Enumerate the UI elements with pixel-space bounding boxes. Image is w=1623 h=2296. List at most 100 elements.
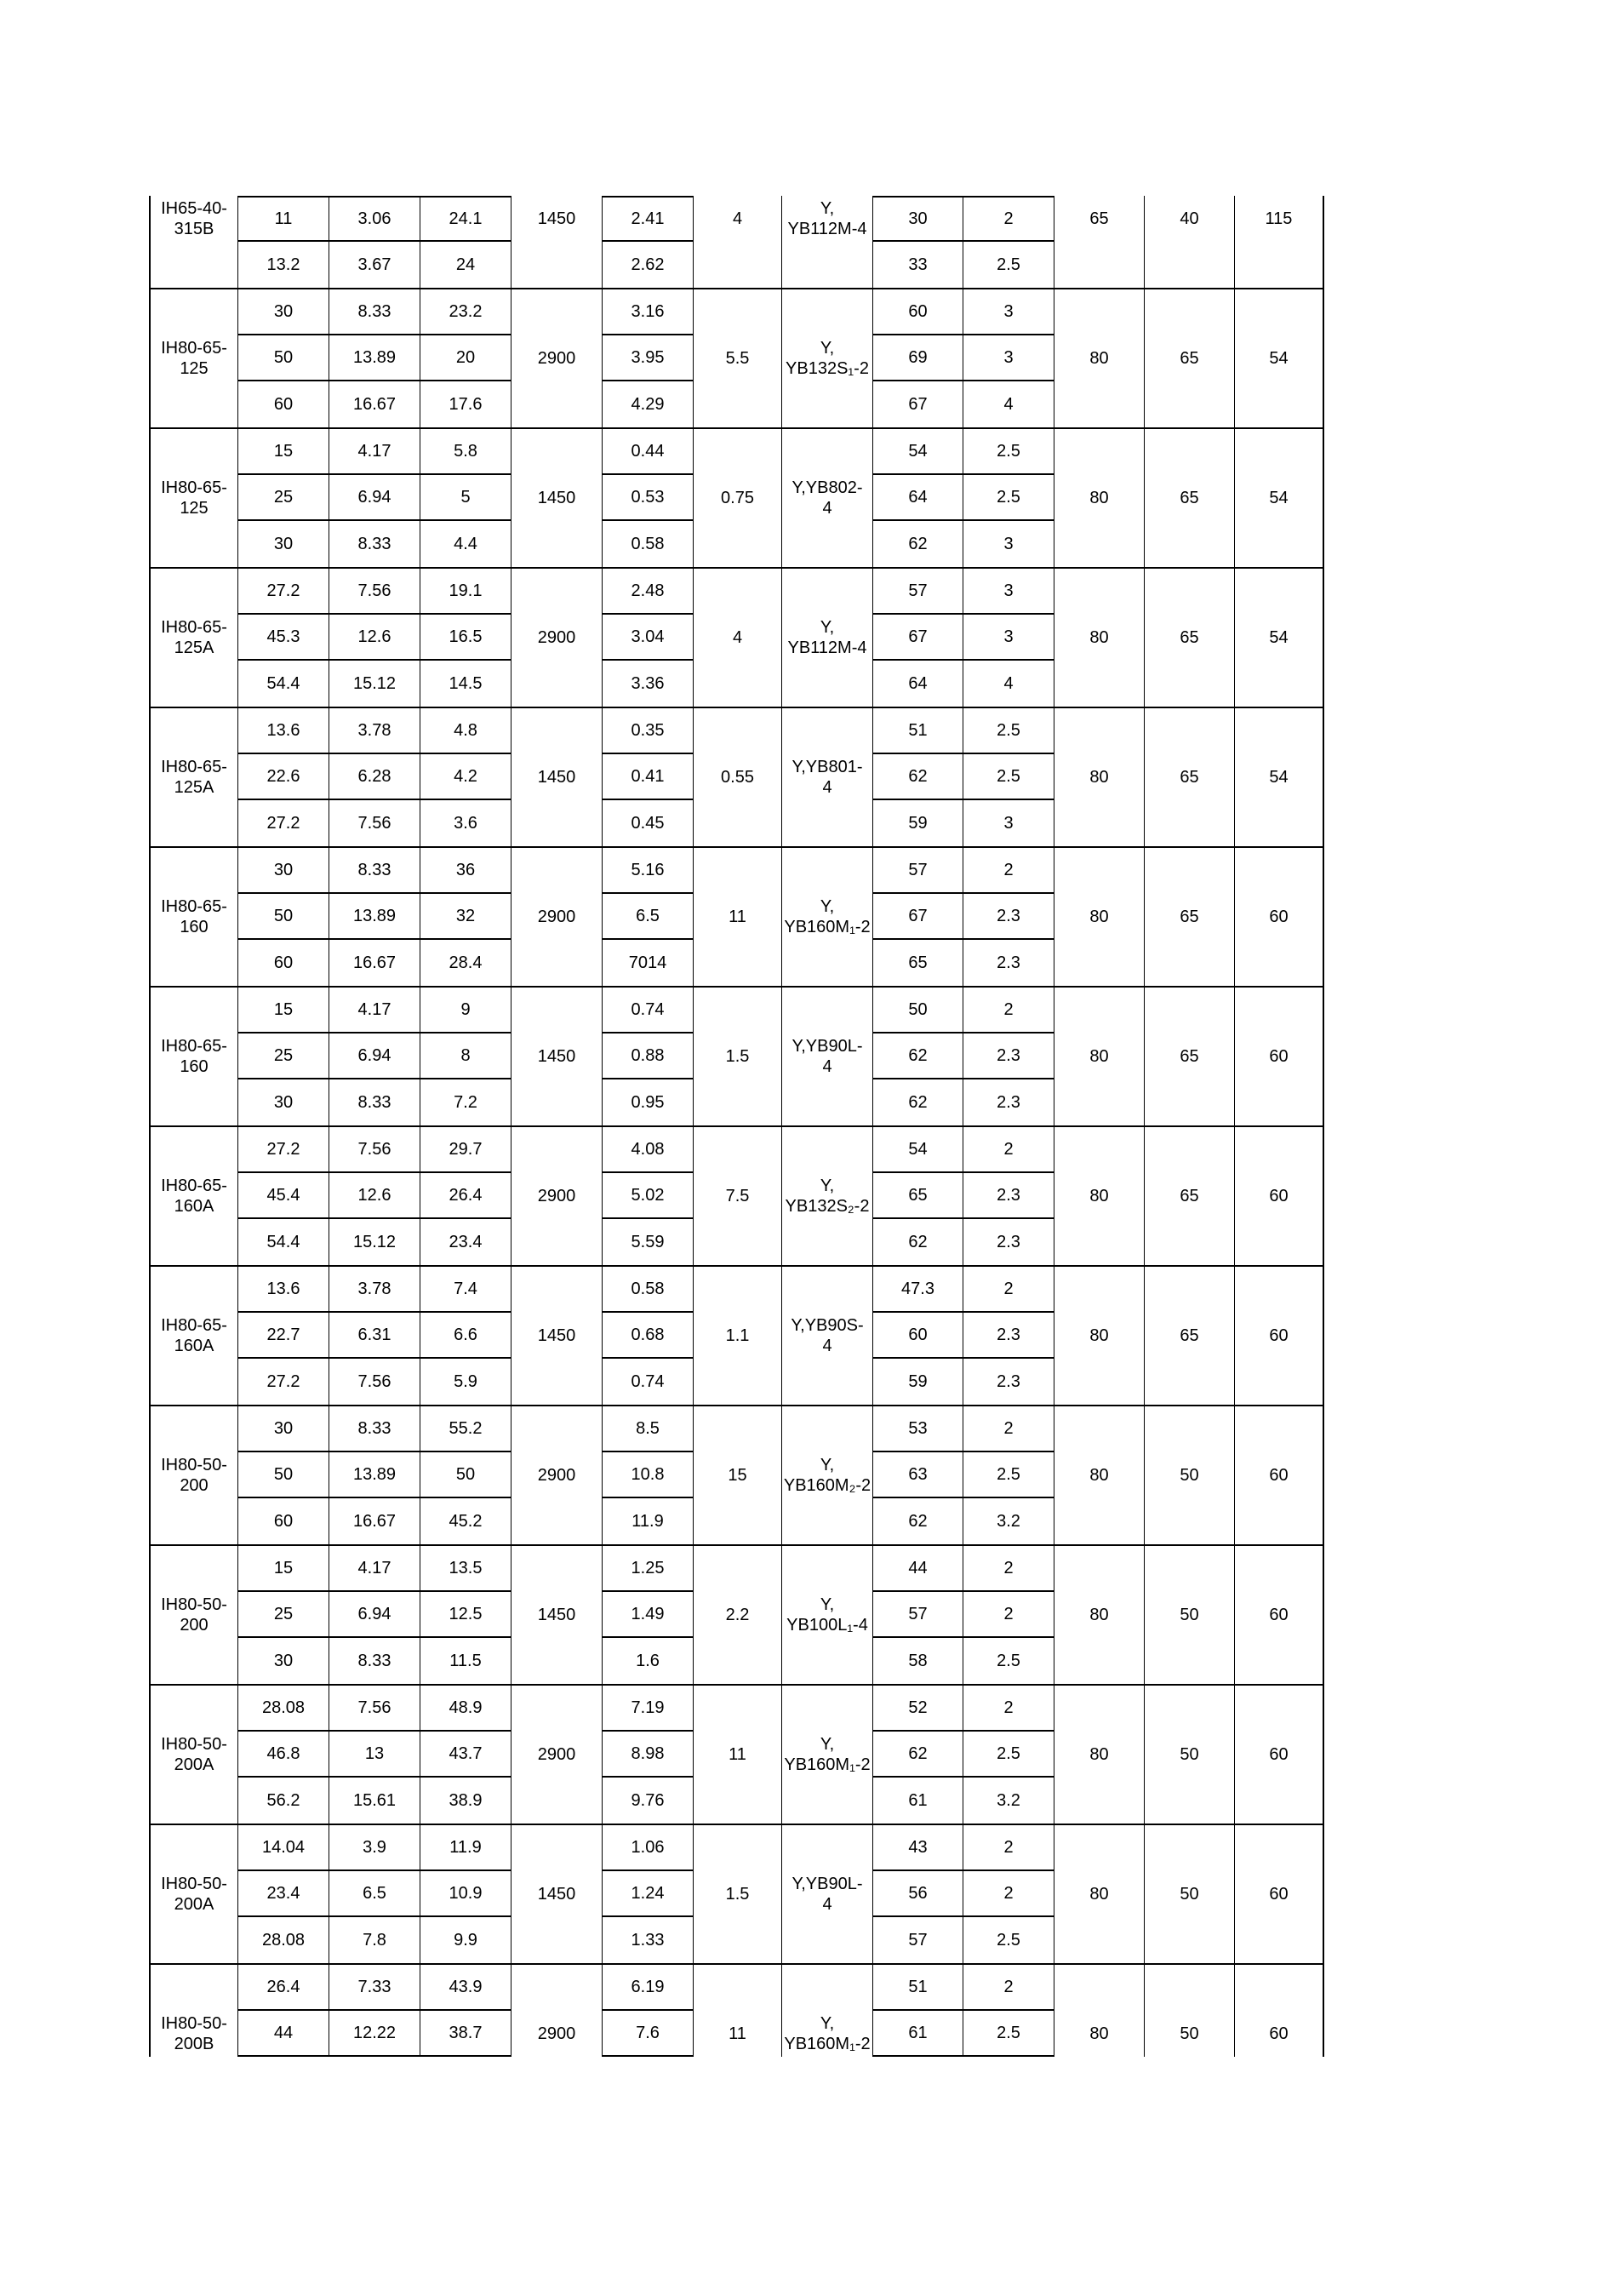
- flow-m3h-cell: 26.4: [238, 1965, 329, 2011]
- cell-text: 4: [822, 1337, 832, 1355]
- cell-text: 65: [1180, 628, 1199, 647]
- cell-text: 4.2: [454, 767, 477, 786]
- cell-text: 54: [1269, 768, 1289, 787]
- cell-text: 27.2: [266, 814, 300, 833]
- dn-inlet-cell: 80: [1054, 1686, 1145, 1824]
- shaft-power-cell: 0.58: [603, 521, 694, 567]
- cell-text: 50: [908, 1000, 928, 1019]
- speed-cell: 1450: [511, 1546, 603, 1684]
- npsh-cell: 2.5: [963, 1452, 1054, 1498]
- motor-model-cell: Y, YB112M-4: [782, 569, 873, 707]
- shaft-power-cell: 1.6: [603, 1638, 694, 1684]
- npsh-cell: 4: [963, 381, 1054, 427]
- cell-text: 7.33: [357, 1978, 391, 1996]
- cell-text: 15: [728, 1466, 747, 1485]
- cell-text: 6.19: [631, 1978, 665, 1996]
- flow-m3h-cell: 22.6: [238, 754, 329, 800]
- shaft-power-cell: 1.49: [603, 1592, 694, 1638]
- npsh-cell: 2.3: [963, 894, 1054, 940]
- flow-ls-cell: 3.78: [329, 1267, 420, 1313]
- cell-text: 38.9: [449, 1791, 483, 1810]
- head-cell: 24.1: [420, 196, 511, 242]
- cell-text: 12.22: [352, 2024, 397, 2042]
- cell-text: 125: [180, 499, 209, 518]
- flow-ls-cell: 12.22: [329, 2011, 420, 2057]
- cell-text: 57: [908, 581, 928, 600]
- cell-text: 13.89: [352, 907, 397, 925]
- flow-ls-cell: 8.33: [329, 848, 420, 894]
- cell-text: 14.5: [449, 674, 483, 693]
- efficiency-cell: 65: [873, 1173, 963, 1219]
- dn-inlet-cell: 80: [1054, 569, 1145, 707]
- efficiency-cell: 51: [873, 708, 963, 754]
- cell-text: 10.9: [449, 1884, 483, 1903]
- flow-ls-cell: 13: [329, 1732, 420, 1778]
- cell-text: 51: [908, 1978, 928, 1996]
- model-cell: IH80-65- 160A: [151, 1267, 238, 1405]
- cell-text: 44: [908, 1559, 928, 1577]
- flow-ls-cell: 7.56: [329, 800, 420, 846]
- cell-text: 200A: [174, 1895, 214, 1914]
- dn-outlet-cell: 65: [1145, 1267, 1235, 1405]
- cell-text: YB132S₁-2: [786, 359, 869, 378]
- npsh-cell: 2.5: [963, 1732, 1054, 1778]
- flow-m3h-cell: 27.2: [238, 1359, 329, 1405]
- npsh-cell: 2: [963, 1546, 1054, 1592]
- cell-text: 1.24: [631, 1884, 665, 1903]
- flow-ls-cell: 3.67: [329, 242, 420, 288]
- npsh-cell: 2: [963, 1871, 1054, 1917]
- shaft-power-cell: 2.48: [603, 569, 694, 615]
- flow-m3h-cell: 25: [238, 1592, 329, 1638]
- cell-text: 30: [273, 535, 294, 553]
- cell-text: 67: [908, 907, 928, 925]
- head-cell: 38.9: [420, 1778, 511, 1824]
- cell-text: 50: [1180, 1745, 1199, 1764]
- cell-text: 56: [908, 1884, 928, 1903]
- cell-text: 3.78: [357, 721, 391, 740]
- cell-text: 26.4: [266, 1978, 300, 1996]
- flow-m3h-cell: 30: [238, 848, 329, 894]
- cell-text: 65: [1180, 1047, 1199, 1066]
- cell-text: 1.49: [631, 1605, 665, 1623]
- shaft-power-cell: 9.76: [603, 1778, 694, 1824]
- speed-cell: 1450: [511, 988, 603, 1125]
- cell-text: 24: [455, 255, 476, 274]
- efficiency-cell: 57: [873, 1592, 963, 1638]
- efficiency-cell: 54: [873, 429, 963, 475]
- shaft-power-cell: 3.16: [603, 289, 694, 335]
- npsh-cell: 3: [963, 569, 1054, 615]
- npsh-cell: 2: [963, 1825, 1054, 1871]
- cell-text: 12.6: [357, 1186, 391, 1205]
- cell-text: 2900: [537, 1745, 576, 1764]
- flow-m3h-cell: 15: [238, 429, 329, 475]
- speed-cell: 2900: [511, 289, 603, 427]
- cell-text: 13.6: [266, 721, 300, 740]
- cell-text: 4: [822, 778, 832, 797]
- efficiency-cell: 62: [873, 1033, 963, 1079]
- cell-text: 80: [1089, 1745, 1109, 1764]
- motor-power-cell: 15: [694, 1406, 782, 1544]
- head-cell: 5.9: [420, 1359, 511, 1405]
- weight-cell: 60: [1235, 1546, 1323, 1684]
- cell-text: 6.94: [357, 1046, 391, 1065]
- cell-text: 1.1: [725, 1326, 750, 1345]
- cell-text: 4: [732, 628, 743, 647]
- shaft-power-cell: 1.06: [603, 1825, 694, 1871]
- cell-text: 2: [1003, 1838, 1014, 1857]
- cell-text: 8.33: [357, 1419, 391, 1438]
- cell-text: 65: [1180, 349, 1199, 368]
- flow-m3h-cell: 60: [238, 940, 329, 986]
- speed-cell: 1450: [511, 708, 603, 846]
- dn-outlet-cell: 65: [1145, 289, 1235, 427]
- cell-text: 2.3: [997, 1186, 1020, 1205]
- flow-m3h-cell: 25: [238, 475, 329, 521]
- flow-m3h-cell: 15: [238, 1546, 329, 1592]
- cell-text: 2.5: [997, 2024, 1020, 2042]
- efficiency-cell: 60: [873, 289, 963, 335]
- npsh-cell: 2.5: [963, 242, 1054, 288]
- cell-text: IH80-65-: [161, 618, 227, 637]
- motor-model-cell: Y, YB160M₁-2: [782, 1686, 873, 1824]
- model-group: IH80-50- 200A 1450 1.5 Y,YB90L- 4 80 50 60 14.04 3…: [151, 1824, 1323, 1963]
- cell-text: 11: [729, 2024, 746, 2043]
- efficiency-cell: 59: [873, 1359, 963, 1405]
